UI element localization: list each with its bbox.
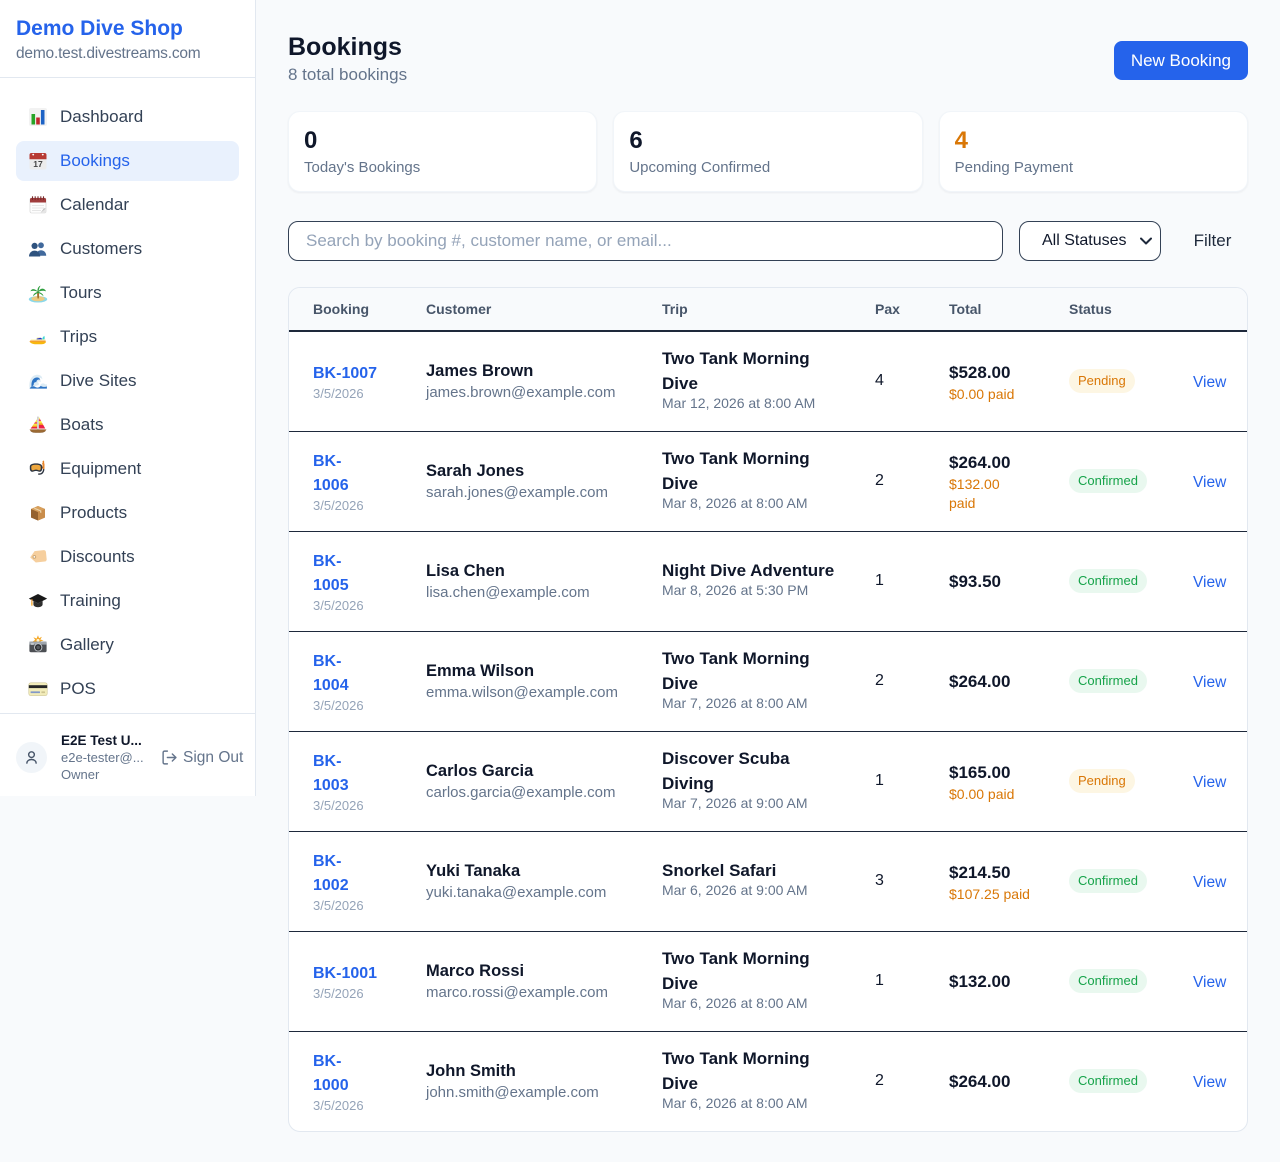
svg-text:17: 17 (33, 159, 43, 169)
